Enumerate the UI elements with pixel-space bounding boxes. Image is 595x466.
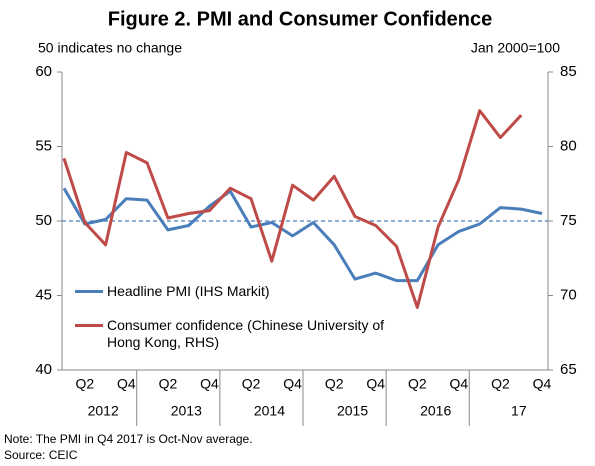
x-tick-label: Q4 — [200, 376, 219, 392]
y-tick-label: 60 — [35, 63, 52, 80]
x-tick-label: Q2 — [159, 376, 178, 392]
legend-label: Headline PMI (IHS Markit) — [107, 283, 270, 299]
y-tick-label: 40 — [35, 361, 52, 378]
chart-title: Figure 2. PMI and Consumer Confidence — [108, 8, 493, 30]
x-tick-label: Q2 — [408, 376, 427, 392]
year-label: 2015 — [337, 403, 368, 419]
x-tick-label: Q4 — [533, 376, 552, 392]
x-tick-label: Q4 — [117, 376, 136, 392]
y2-tick-label: 75 — [560, 212, 577, 229]
x-tick-label: Q2 — [325, 376, 344, 392]
y2-tick-label: 85 — [560, 63, 577, 80]
x-tick-label: Q4 — [450, 376, 469, 392]
year-label: 17 — [511, 403, 527, 419]
y2-annotation: Jan 2000=100 — [471, 40, 560, 56]
x-tick-label: Q2 — [491, 376, 510, 392]
legend-item: Headline PMI (IHS Markit) — [75, 283, 407, 300]
x-tick-label: Q4 — [366, 376, 385, 392]
legend-swatch — [75, 324, 103, 327]
y-tick-label: 50 — [35, 212, 52, 229]
legend-item: Consumer confidence (Chinese University … — [75, 317, 407, 351]
y2-tick-label: 65 — [560, 361, 577, 378]
y-tick-label: 45 — [35, 286, 52, 303]
series-line — [62, 109, 523, 309]
x-tick-label: Q4 — [283, 376, 302, 392]
y-tick-label: 55 — [35, 137, 52, 154]
note: Note: The PMI in Q4 2017 is Oct-Nov aver… — [4, 432, 253, 446]
y2-tick-label: 70 — [560, 286, 577, 303]
series-line — [62, 187, 543, 283]
x-tick-label: Q2 — [75, 376, 94, 392]
year-label: 2012 — [88, 403, 119, 419]
legend-swatch — [75, 290, 103, 293]
year-label: 2013 — [171, 403, 202, 419]
y-annotation: 50 indicates no change — [38, 40, 182, 56]
year-label: 2014 — [254, 403, 285, 419]
year-label: 2016 — [420, 403, 451, 419]
legend-label: Consumer confidence (Chinese University … — [107, 317, 385, 350]
y2-tick-label: 80 — [560, 137, 577, 154]
x-tick-label: Q2 — [242, 376, 261, 392]
source: Source: CEIC — [4, 448, 78, 462]
